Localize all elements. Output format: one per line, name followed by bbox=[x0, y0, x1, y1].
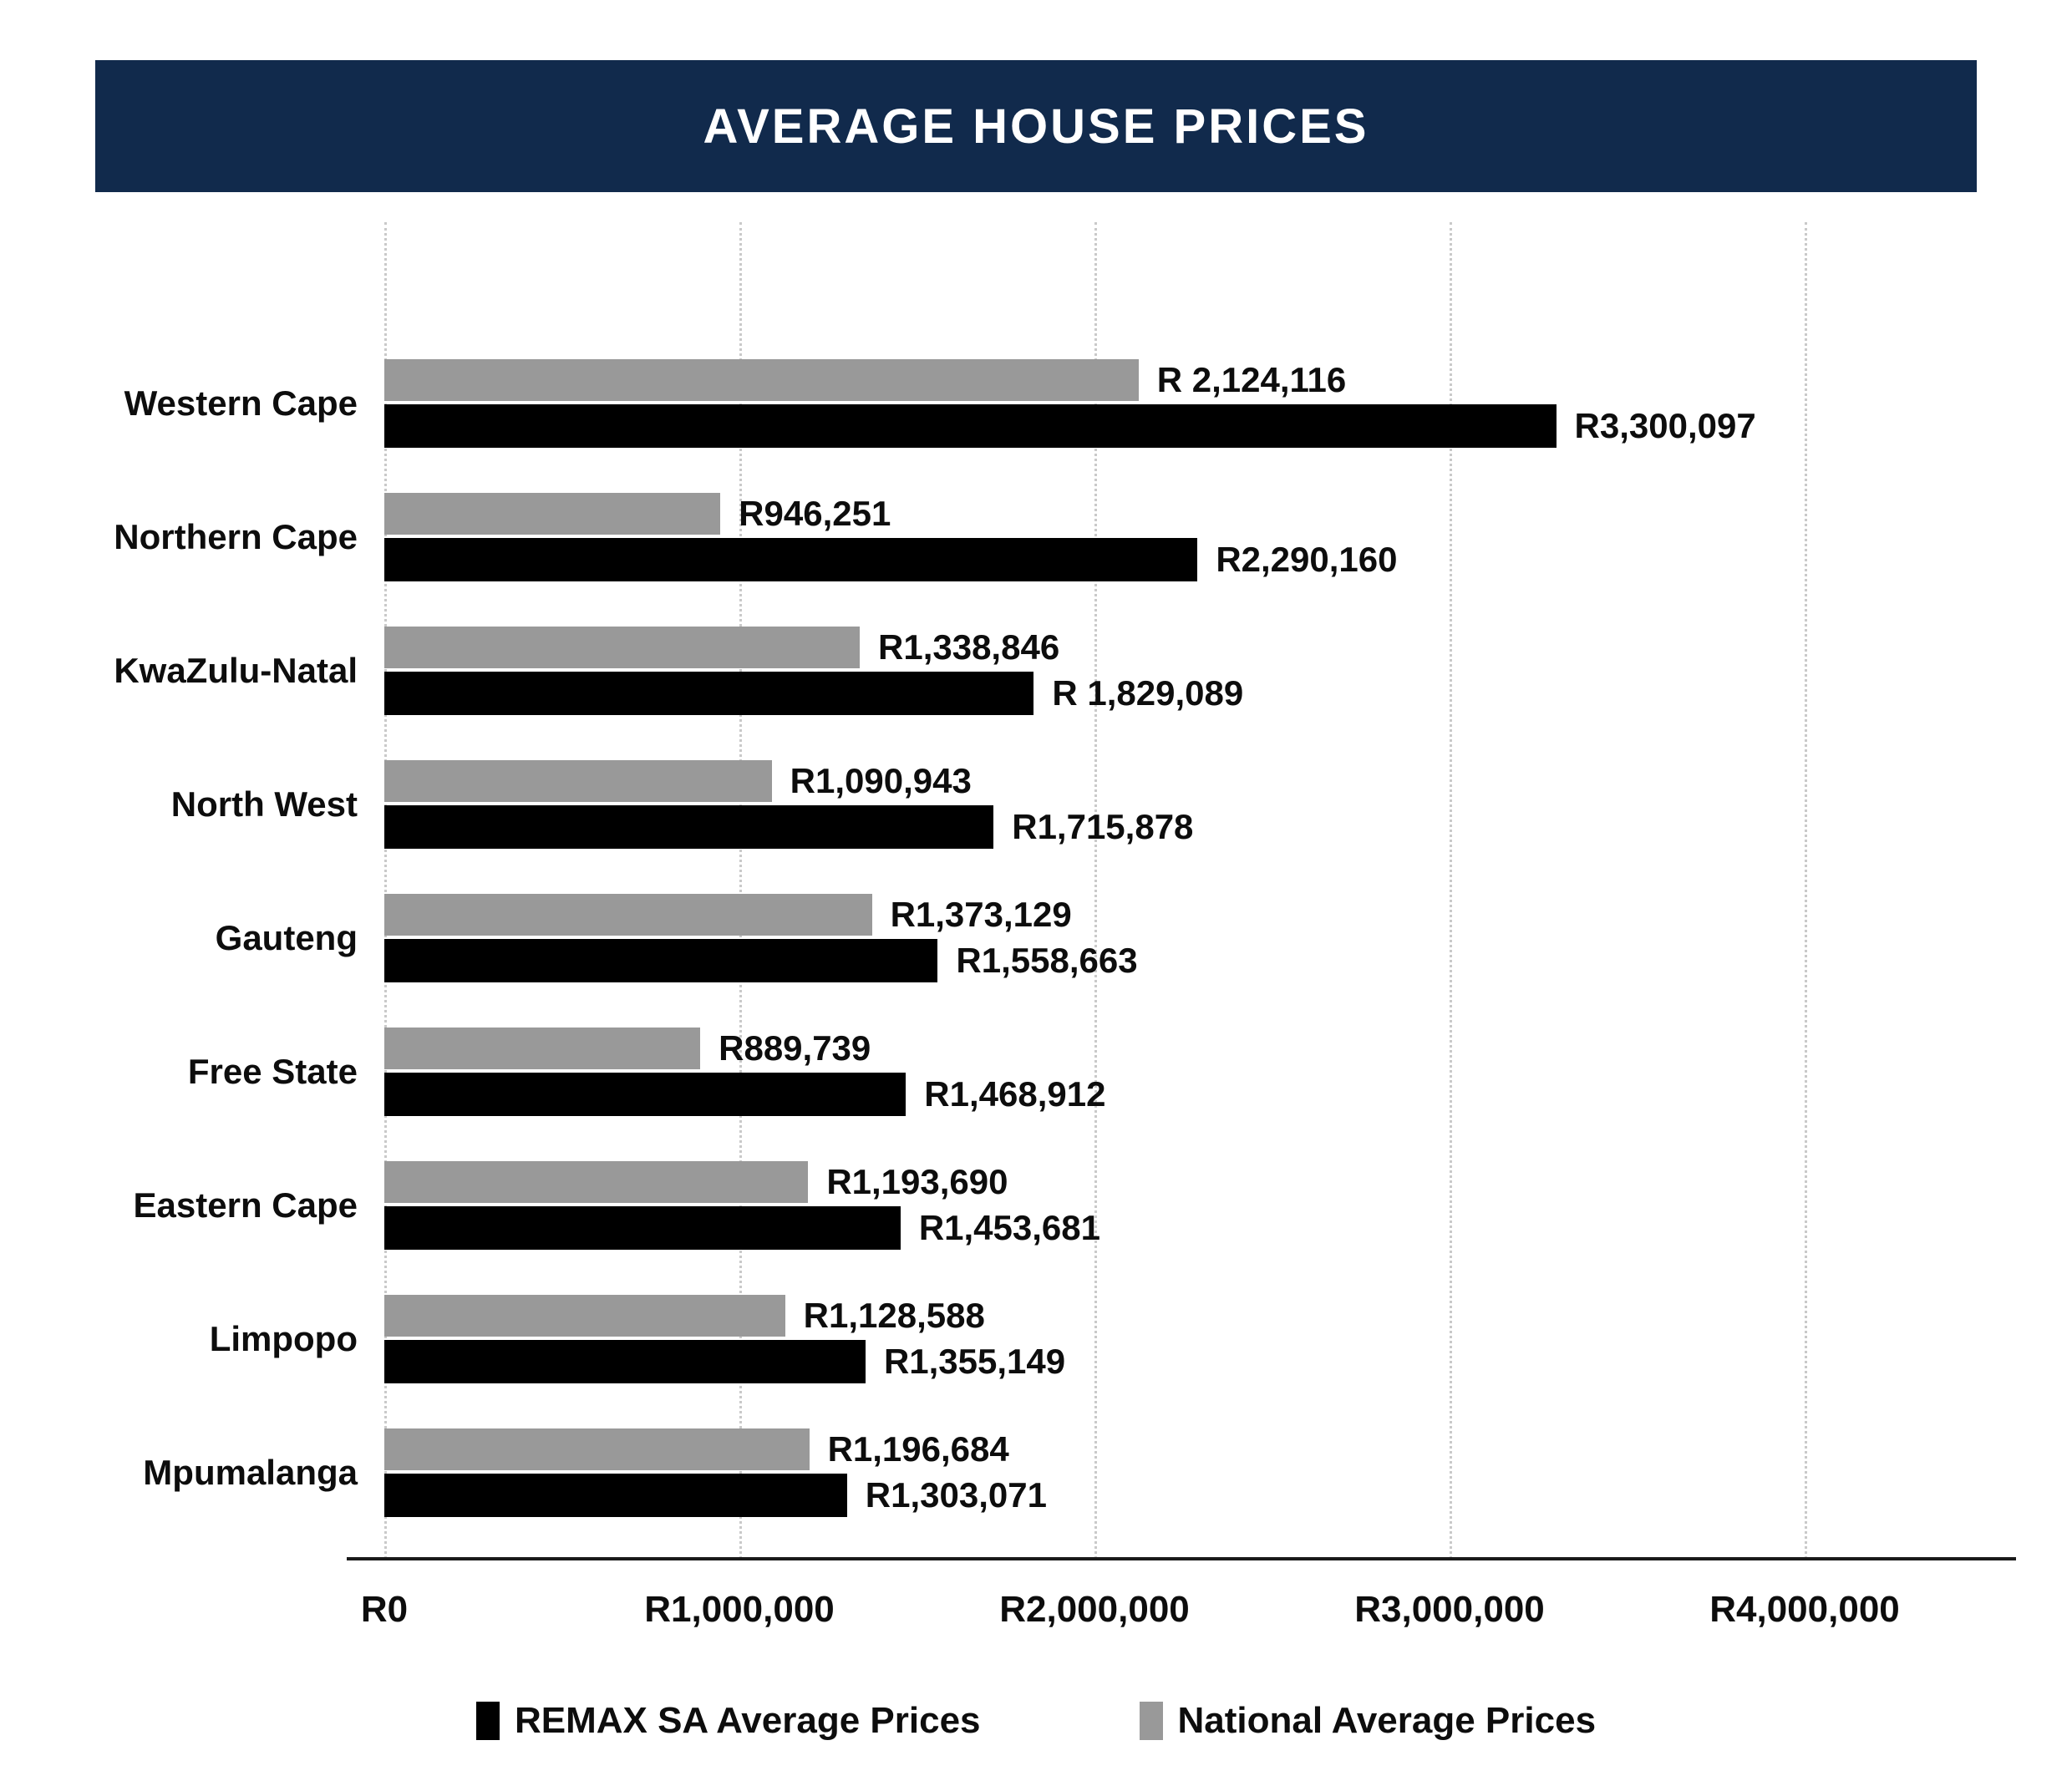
x-axis-tick: R3,000,000 bbox=[1354, 1589, 1545, 1630]
bar-value-label: R1,090,943 bbox=[790, 761, 972, 800]
bar-value-label: R889,739 bbox=[719, 1028, 871, 1068]
bar-value-label: R2,290,160 bbox=[1216, 540, 1398, 579]
gridline bbox=[1450, 222, 1452, 1559]
category-label: Mpumalanga bbox=[143, 1453, 358, 1492]
category-label: Gauteng bbox=[215, 918, 358, 957]
bar-value-label: R3,300,097 bbox=[1574, 406, 1756, 445]
bar-value-label: R1,128,588 bbox=[803, 1296, 985, 1335]
bar-value-label: R1,453,681 bbox=[918, 1208, 1100, 1247]
category-label: Eastern Cape bbox=[133, 1185, 358, 1225]
x-axis-tick: R0 bbox=[360, 1589, 409, 1630]
bar-value-label: R1,338,846 bbox=[878, 627, 1060, 667]
legend: REMAX SA Average Prices National Average … bbox=[0, 1696, 2072, 1746]
bar-value-label: R 2,124,116 bbox=[1156, 360, 1347, 399]
bar-value-label: R1,355,149 bbox=[883, 1342, 1066, 1381]
bar-rows: R 2,124,116 R3,300,097 R946,251 R2,290,160 R… bbox=[384, 222, 2014, 1559]
legend-swatch-icon bbox=[475, 1702, 500, 1740]
chart-plot-area: R 2,124,116 R3,300,097 R946,251 R2,290,160 R… bbox=[384, 222, 2014, 1559]
bar-remax-average: R2,290,160 bbox=[384, 538, 1398, 581]
gridline bbox=[384, 222, 387, 1559]
bar-national-average: R1,338,846 bbox=[384, 627, 1059, 668]
bar-value-label: R1,193,690 bbox=[826, 1162, 1008, 1201]
bar-remax-average: R1,355,149 bbox=[384, 1340, 1065, 1383]
bar-remax-average: R3,300,097 bbox=[384, 404, 1756, 448]
bar-value-label: R1,715,878 bbox=[1012, 807, 1194, 846]
bar-value-label: R 1,829,089 bbox=[1052, 673, 1244, 713]
bar-national-average: R946,251 bbox=[384, 493, 891, 535]
title-bar: AVERAGE HOUSE PRICES bbox=[95, 60, 1977, 192]
bar-national-average: R889,739 bbox=[384, 1028, 871, 1069]
bar-value-label: R1,303,071 bbox=[865, 1475, 1047, 1515]
legend-item: REMAX SA Average Prices bbox=[475, 1700, 981, 1742]
x-axis-tick: R2,000,000 bbox=[999, 1589, 1190, 1630]
x-axis-tick: R1,000,000 bbox=[644, 1589, 835, 1630]
category-label: Northern Cape bbox=[114, 517, 358, 556]
bar-national-average: R1,128,588 bbox=[384, 1295, 985, 1337]
page-title: AVERAGE HOUSE PRICES bbox=[703, 99, 1369, 154]
bar-remax-average: R1,558,663 bbox=[384, 939, 1138, 982]
gridline bbox=[739, 222, 742, 1559]
legend-swatch-icon bbox=[1139, 1702, 1163, 1740]
bar-value-label: R1,196,684 bbox=[827, 1429, 1009, 1469]
category-label: Limpopo bbox=[209, 1319, 358, 1358]
bar-remax-average: R1,715,878 bbox=[384, 805, 1193, 849]
bar-value-label: R1,558,663 bbox=[956, 941, 1138, 980]
category-label: Western Cape bbox=[124, 383, 358, 423]
gridline bbox=[1094, 222, 1097, 1559]
bar-value-label: R1,468,912 bbox=[924, 1074, 1106, 1114]
legend-label: REMAX SA Average Prices bbox=[514, 1700, 981, 1741]
category-label: North West bbox=[170, 784, 358, 824]
bar-value-label: R1,373,129 bbox=[890, 895, 1072, 934]
bar-national-average: R1,196,684 bbox=[384, 1428, 1009, 1470]
x-axis-tick: R4,000,000 bbox=[1709, 1589, 1900, 1630]
bar-value-label: R946,251 bbox=[739, 494, 891, 533]
bar-national-average: R1,193,690 bbox=[384, 1161, 1008, 1203]
bar-remax-average: R1,468,912 bbox=[384, 1073, 1105, 1116]
bar-remax-average: R1,453,681 bbox=[384, 1206, 1100, 1250]
bar-national-average: R1,373,129 bbox=[384, 894, 1072, 936]
x-axis-line bbox=[347, 1557, 2016, 1560]
bar-remax-average: R 1,829,089 bbox=[384, 672, 1243, 715]
bar-national-average: R1,090,943 bbox=[384, 760, 972, 802]
legend-item: National Average Prices bbox=[1139, 1700, 1597, 1742]
gridline bbox=[1805, 222, 1807, 1559]
legend-label: National Average Prices bbox=[1177, 1700, 1597, 1741]
category-axis: Western Cape Northern Cape KwaZulu-Natal No… bbox=[67, 222, 358, 1559]
category-label: Free State bbox=[187, 1052, 358, 1091]
bar-national-average: R 2,124,116 bbox=[384, 359, 1346, 401]
bar-remax-average: R1,303,071 bbox=[384, 1474, 1047, 1517]
category-label: KwaZulu-Natal bbox=[114, 651, 358, 690]
